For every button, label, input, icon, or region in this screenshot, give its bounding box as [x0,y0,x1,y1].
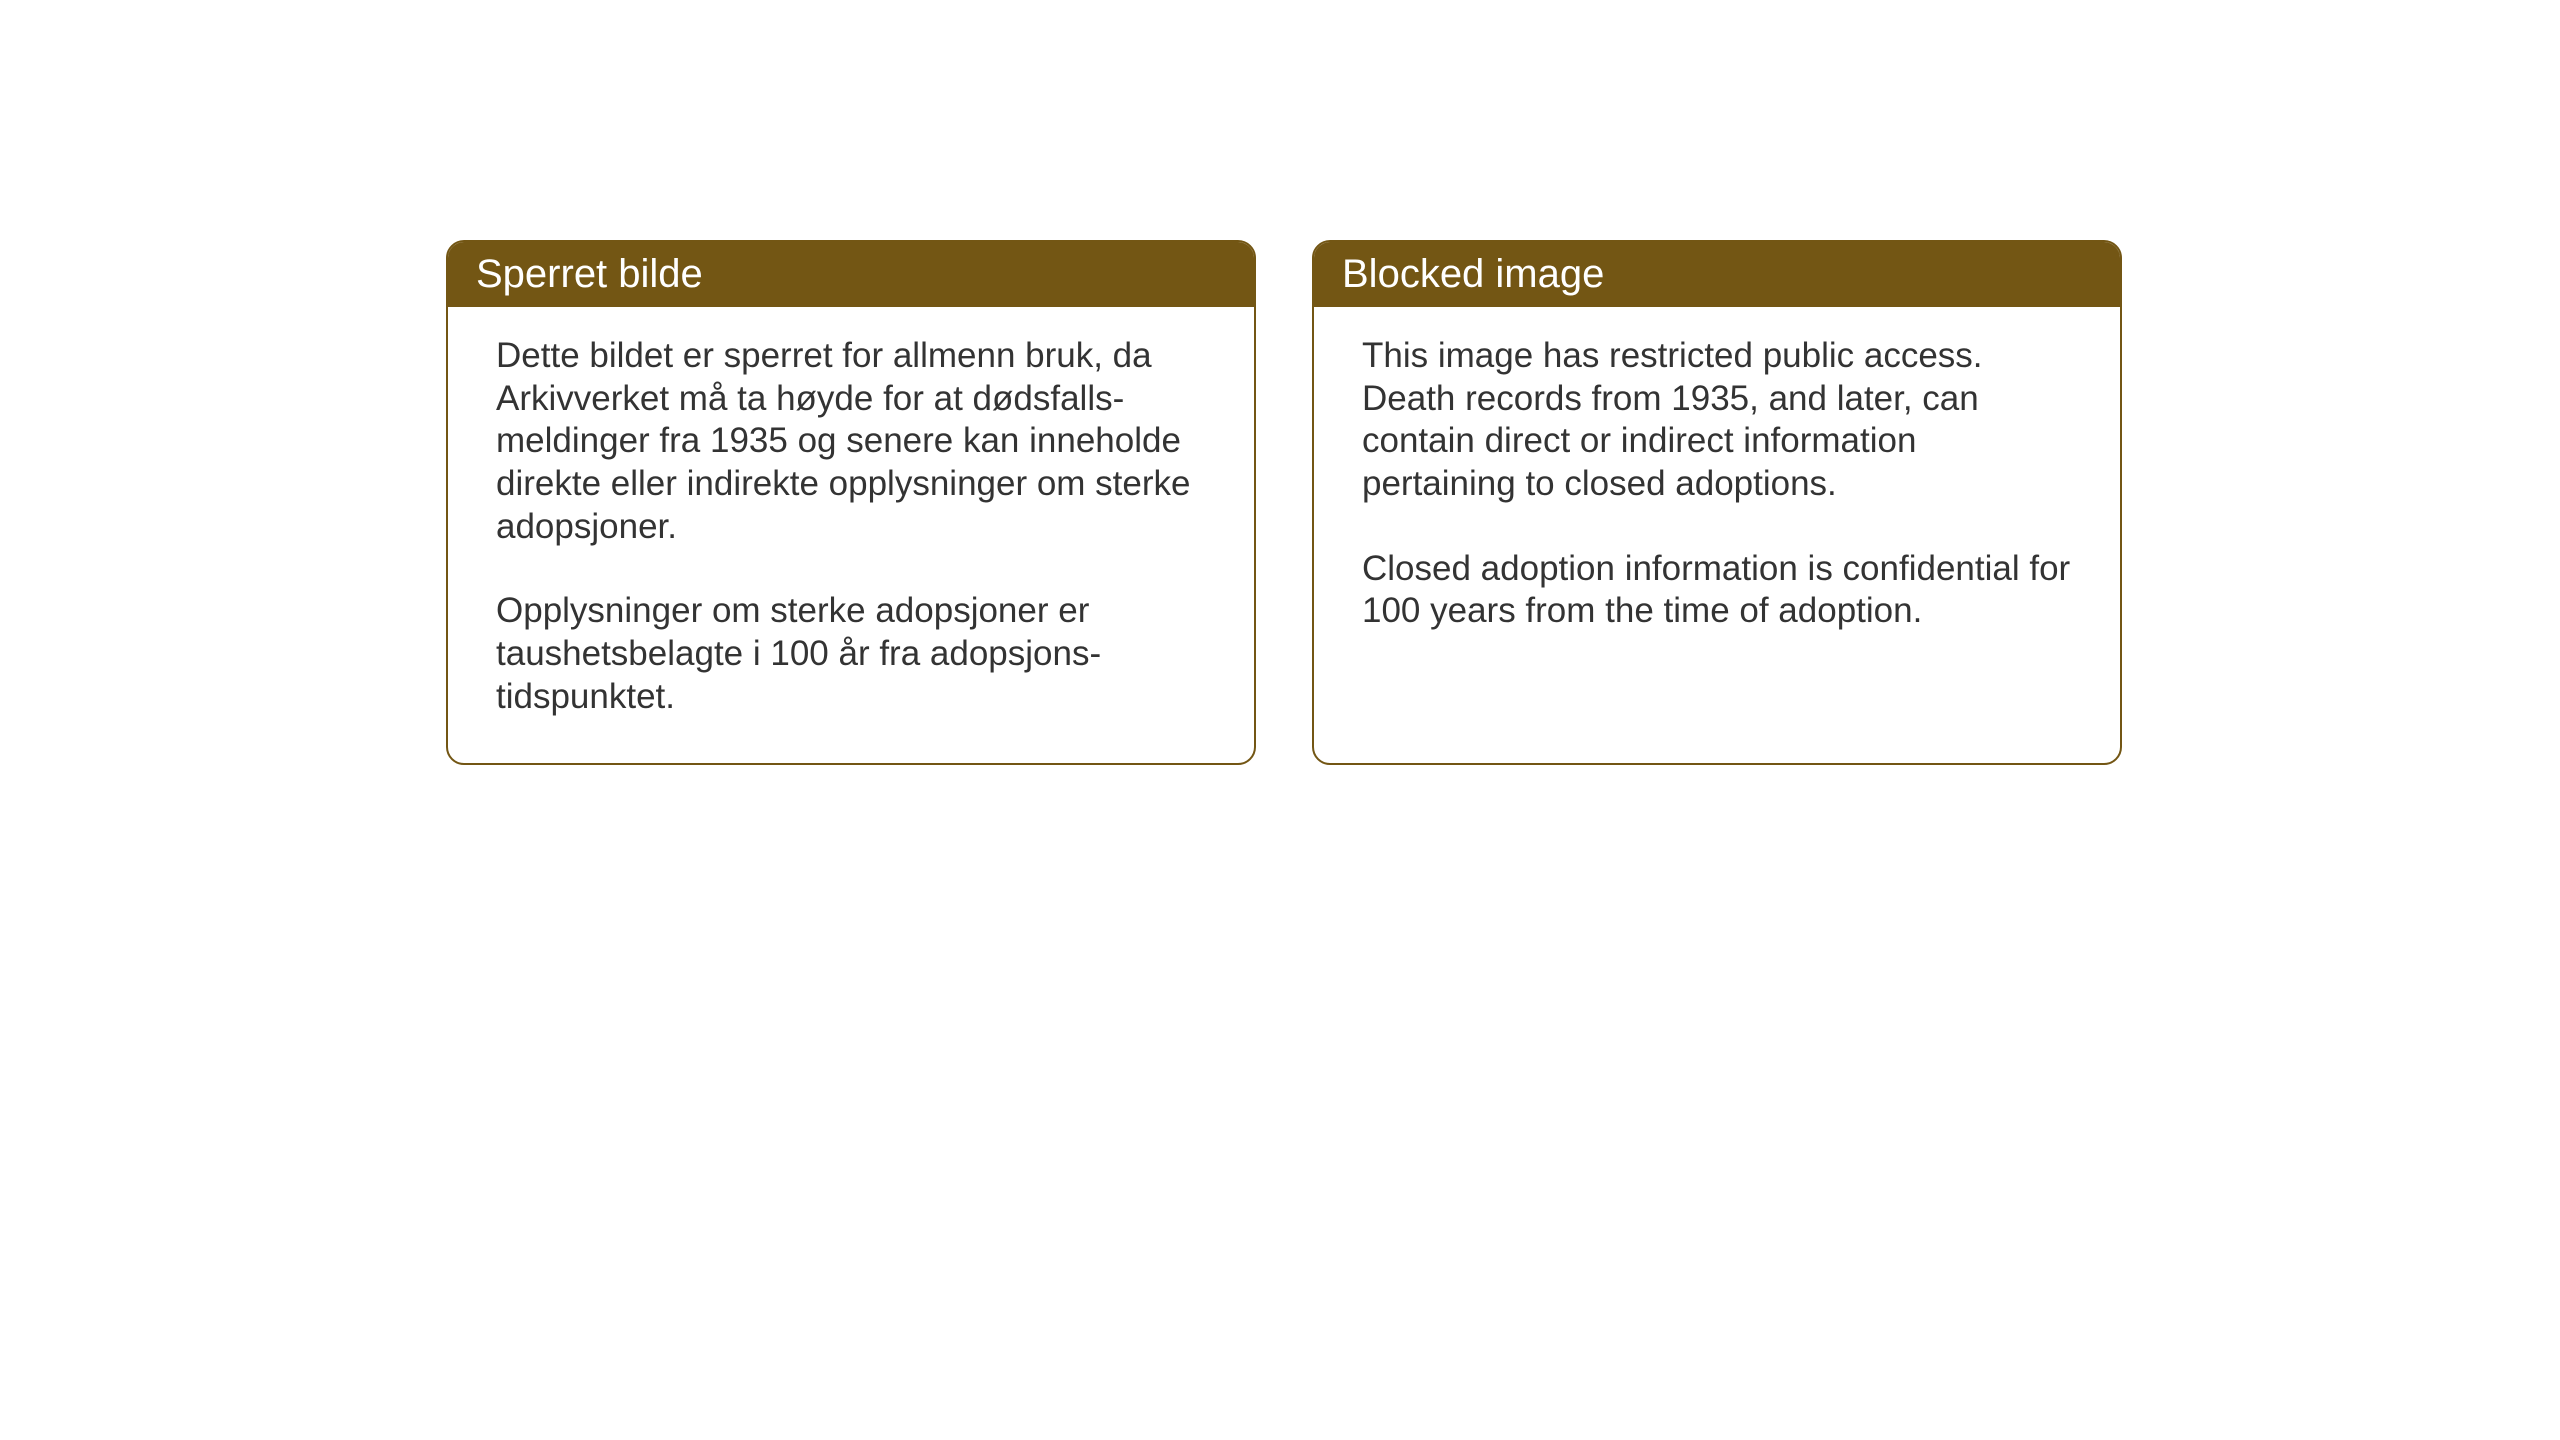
norwegian-card-header: Sperret bilde [448,242,1254,307]
english-card-title: Blocked image [1342,252,1604,296]
norwegian-paragraph-1: Dette bildet er sperret for allmenn bruk… [496,335,1206,548]
norwegian-paragraph-2: Opplysninger om sterke adopsjoner er tau… [496,590,1206,718]
norwegian-notice-card: Sperret bilde Dette bildet er sperret fo… [446,240,1256,765]
norwegian-card-body: Dette bildet er sperret for allmenn bruk… [448,307,1254,763]
norwegian-card-title: Sperret bilde [476,252,703,296]
notice-container: Sperret bilde Dette bildet er sperret fo… [446,240,2122,765]
english-card-body: This image has restricted public access.… [1314,307,2120,677]
english-paragraph-2: Closed adoption information is confident… [1362,548,2072,633]
english-card-header: Blocked image [1314,242,2120,307]
english-notice-card: Blocked image This image has restricted … [1312,240,2122,765]
english-paragraph-1: This image has restricted public access.… [1362,335,2072,506]
